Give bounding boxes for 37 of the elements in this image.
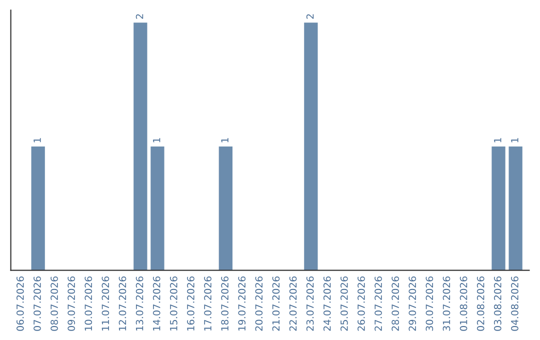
x-tick-label: 17.07.2026 — [204, 276, 212, 330]
x-tick-label: 19.07.2026 — [238, 276, 246, 330]
x-tick-label: 22.07.2026 — [289, 276, 297, 331]
x-tick-label: 18.07.2026 — [221, 276, 228, 330]
x-tick-label: 15.07.2026 — [170, 276, 178, 330]
data-label: 1 — [34, 138, 41, 142]
x-tick-label: 29.07.2026 — [408, 276, 416, 331]
x-tick-label: 12.07.2026 — [118, 276, 126, 330]
x-tick-label: 25.07.2026 — [340, 276, 348, 331]
data-label: 2 — [306, 14, 314, 19]
x-tick-label: 14.07.2026 — [152, 276, 160, 330]
x-tick-label: 06.07.2026 — [16, 276, 24, 331]
x-tick-label: 28.07.2026 — [392, 276, 400, 331]
x-tick-label: 09.07.2026 — [68, 276, 76, 331]
x-tick-label: 26.07.2026 — [358, 276, 365, 331]
data-label: 1 — [511, 138, 518, 142]
x-tick-label: 08.07.2026 — [50, 276, 58, 331]
x-tick-label: 16.07.2026 — [187, 276, 194, 330]
x-tick-label: 21.07.2026 — [272, 276, 280, 331]
x-tick-label: 07.07.2026 — [34, 276, 41, 331]
x-tick-label: 01.08.2026 — [460, 276, 468, 331]
x-tick-label: 23.07.2026 — [306, 276, 314, 331]
data-label: 1 — [221, 138, 228, 142]
x-tick-label: 20.07.2026 — [255, 276, 263, 331]
x-tick-label: 27.07.2026 — [374, 276, 382, 331]
data-label: 1 — [494, 138, 502, 142]
x-tick-label: 10.07.2026 — [84, 276, 92, 330]
data-label: 2 — [136, 14, 144, 19]
x-tick-label: 13.07.2026 — [136, 276, 144, 330]
x-tick-label: 04.08.2026 — [511, 276, 518, 331]
x-tick-label: 02.08.2026 — [476, 276, 484, 331]
x-tick-label: 11.07.2026 — [102, 276, 110, 330]
x-tick-label: 03.08.2026 — [494, 276, 502, 331]
x-tick-label: 31.07.2026 — [442, 276, 450, 331]
data-label: 1 — [153, 138, 160, 142]
x-tick-label: 30.07.2026 — [426, 276, 434, 331]
x-tick-label: 24.07.2026 — [323, 276, 331, 331]
